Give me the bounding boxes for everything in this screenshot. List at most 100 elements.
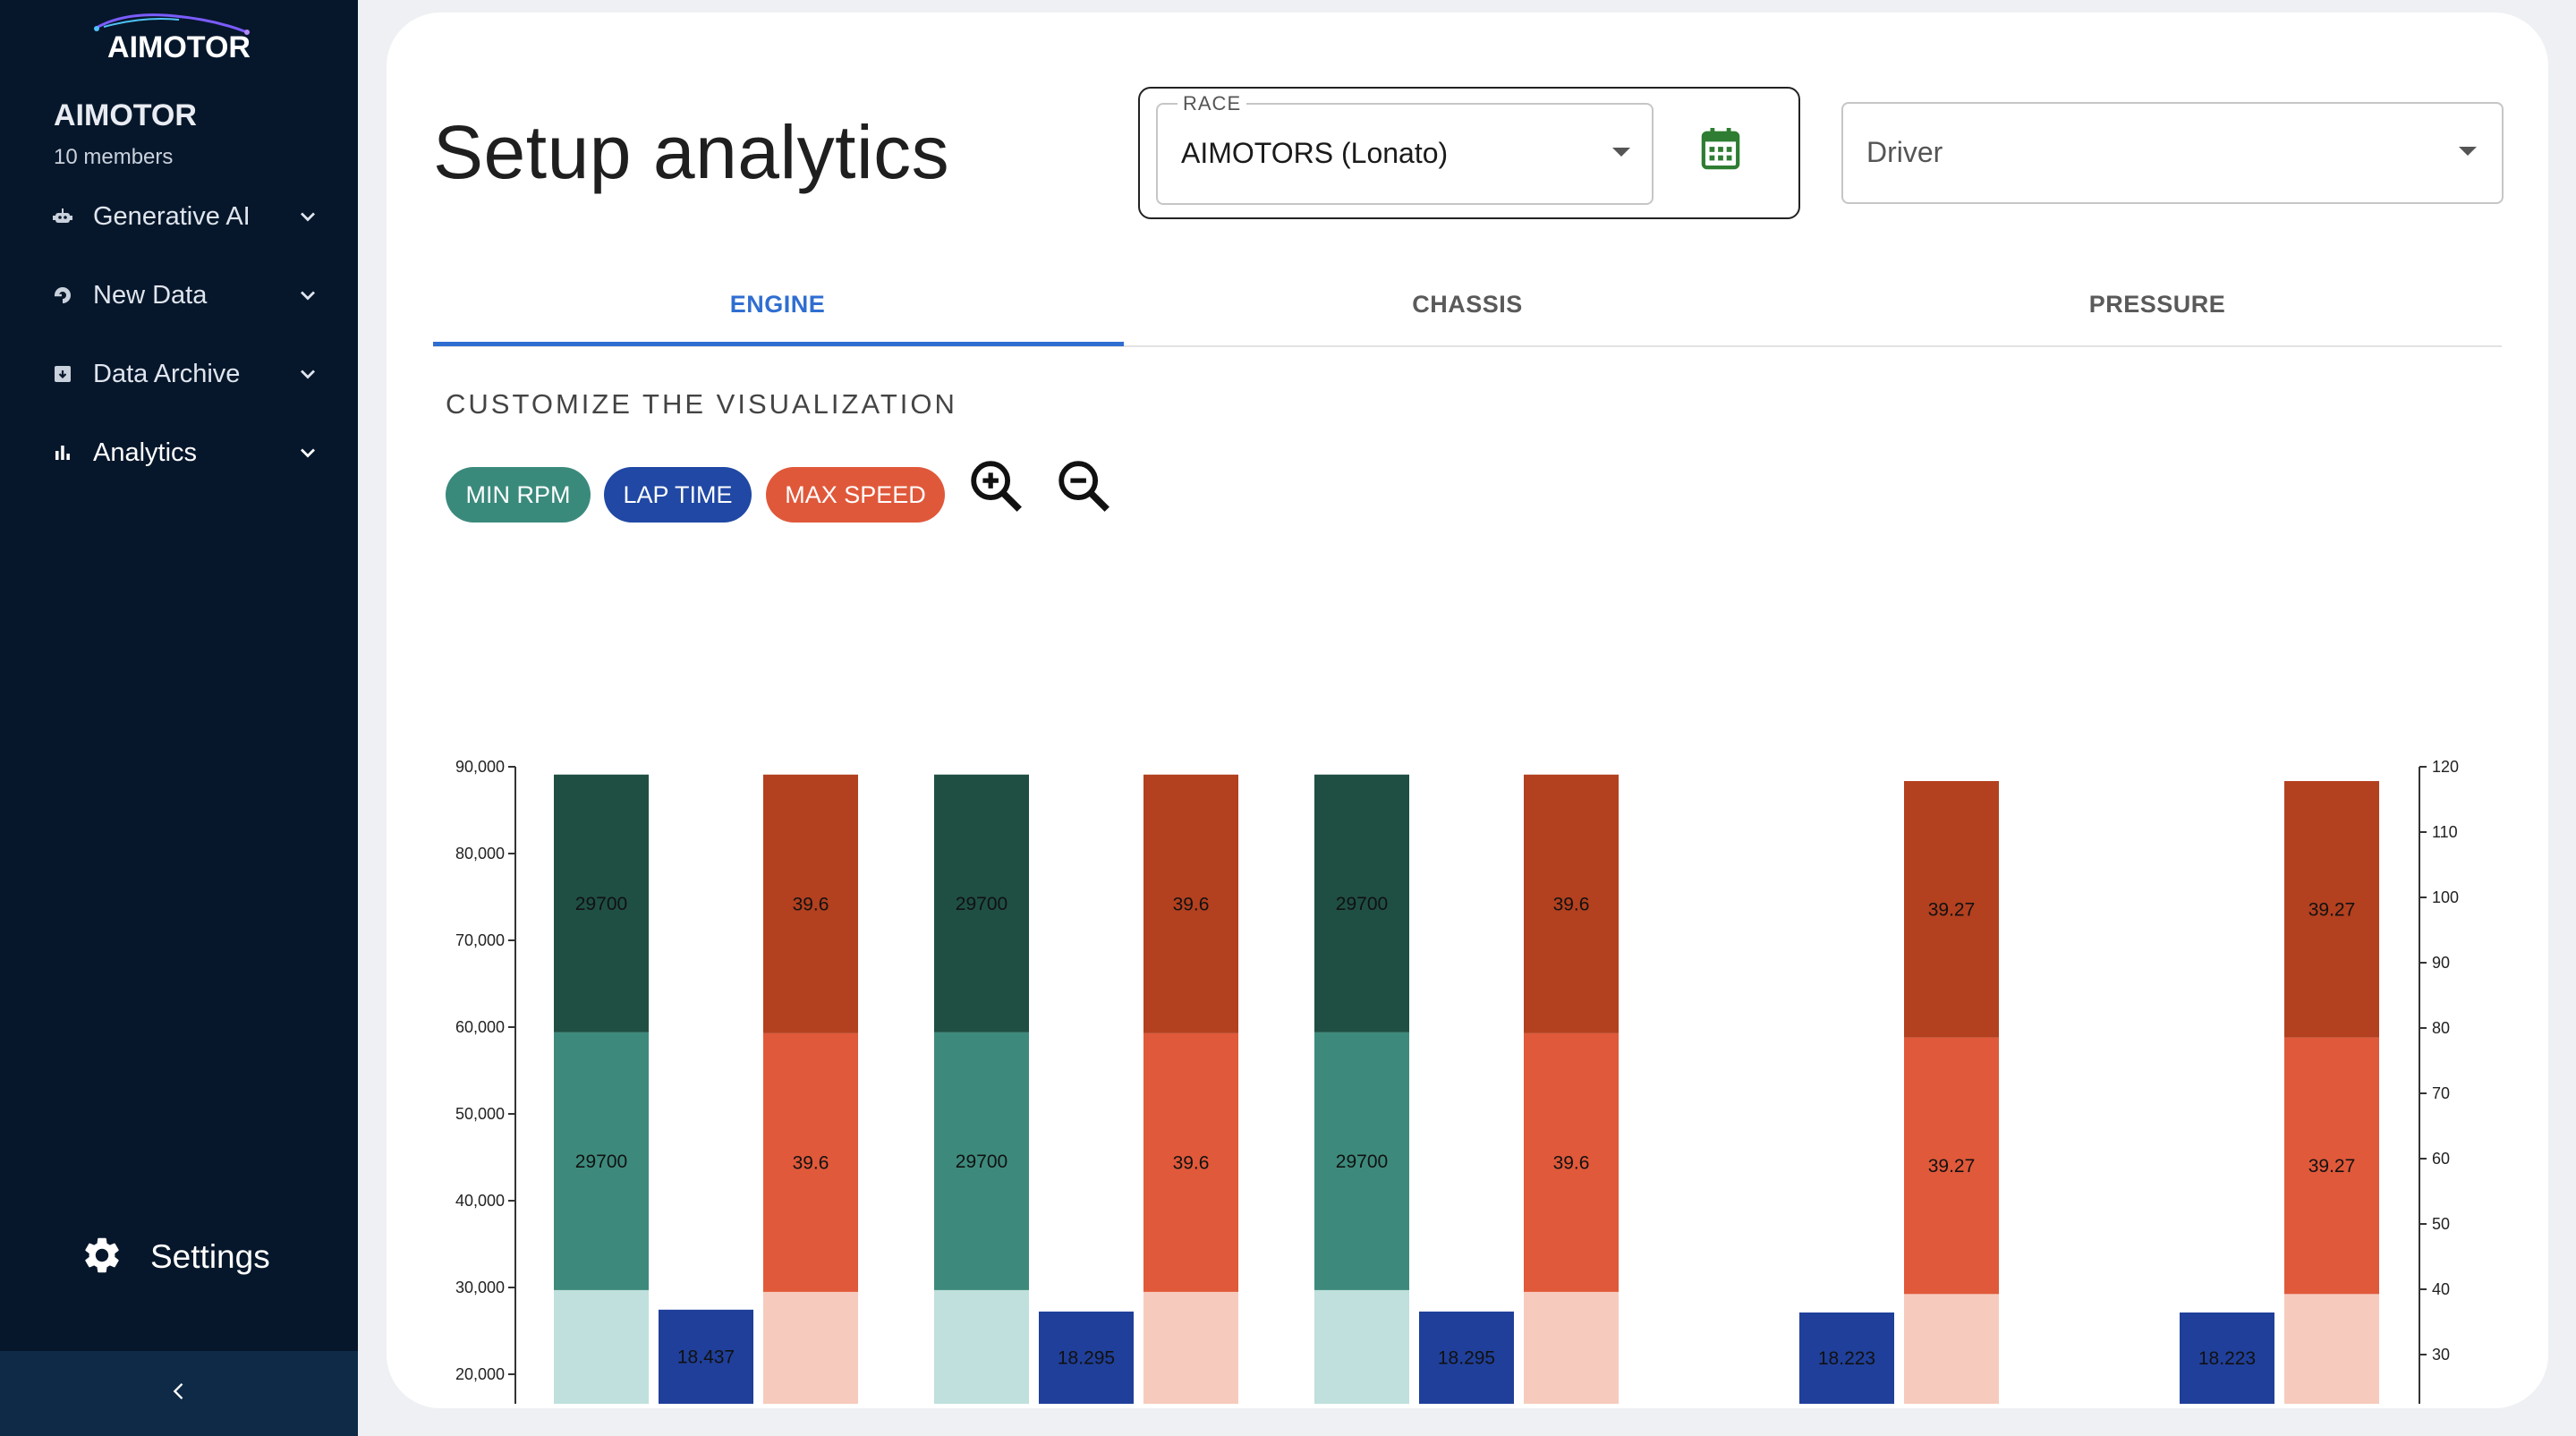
max-speed-data-label: 39.27 bbox=[1928, 899, 1976, 920]
min-rpm-toggle[interactable]: MIN RPM bbox=[446, 467, 591, 523]
max-speed-data-label: 39.6 bbox=[793, 894, 829, 914]
left-axis-tick-label: 20,000 bbox=[455, 1365, 505, 1383]
min-rpm-bar-segment bbox=[554, 774, 649, 1032]
left-axis-tick-label: 60,000 bbox=[455, 1018, 505, 1036]
collapse-sidebar-button[interactable] bbox=[0, 1351, 358, 1436]
race-select-value: AIMOTORS (Lonato) bbox=[1181, 137, 1449, 169]
caret-down-icon bbox=[1612, 148, 1630, 157]
max-speed-data-label: 39.6 bbox=[1173, 894, 1210, 914]
tab-pressure[interactable]: PRESSURE bbox=[2088, 290, 2226, 318]
max-speed-bar-segment bbox=[763, 1032, 858, 1292]
min-rpm-bar-segment bbox=[1314, 774, 1409, 1032]
right-axis-tick-label: 100 bbox=[2432, 888, 2459, 906]
left-axis-tick-label: 30,000 bbox=[455, 1279, 505, 1296]
setup-analytics-chart: 20,000 30,000 40,000 50,000 60,000 70,000 80,0… bbox=[455, 758, 2459, 1408]
min-rpm-bar-segment bbox=[934, 774, 1029, 1032]
tab-engine[interactable]: ENGINE bbox=[729, 290, 826, 318]
zoom-out-button[interactable] bbox=[1052, 455, 1115, 517]
max-speed-data-label: 39.27 bbox=[2308, 1156, 2356, 1177]
caret-down-icon bbox=[2459, 147, 2477, 156]
lap-time-toggle[interactable]: LAP TIME bbox=[604, 467, 752, 523]
max-speed-bar-segment bbox=[1904, 780, 1999, 1038]
data-input-icon bbox=[50, 283, 75, 308]
min-rpm-data-label: 29700 bbox=[1336, 894, 1388, 914]
calendar-button[interactable] bbox=[1700, 126, 1741, 171]
sidebar-item-generative-ai[interactable]: Generative AI bbox=[0, 181, 358, 252]
tab-bar: ENGINE CHASSIS PRESSURE bbox=[433, 263, 2502, 347]
chevron-down-icon bbox=[295, 440, 320, 465]
sidebar: AIMOTOR AIMOTOR 10 members Generative AI… bbox=[0, 0, 358, 1436]
sidebar-item-label: New Data bbox=[93, 280, 208, 310]
min-rpm-data-label: 29700 bbox=[575, 1151, 627, 1172]
zoom-in-icon bbox=[965, 461, 1027, 521]
sidebar-item-new-data[interactable]: New Data bbox=[0, 259, 358, 331]
max-speed-bar-segment bbox=[1143, 1032, 1238, 1292]
lap-time-data-label: 18.223 bbox=[2198, 1407, 2256, 1408]
chevron-down-icon bbox=[295, 283, 320, 308]
chevron-down-icon bbox=[295, 204, 320, 229]
max-speed-bar-segment bbox=[2284, 780, 2379, 1038]
settings-button[interactable]: Settings bbox=[81, 1226, 270, 1288]
bar-chart-icon bbox=[50, 440, 75, 465]
customize-heading: CUSTOMIZE THE VISUALIZATION bbox=[446, 388, 957, 420]
sidebar-item-label: Data Archive bbox=[93, 359, 241, 388]
driver-select-placeholder: Driver bbox=[1866, 136, 1943, 168]
chevron-left-icon bbox=[166, 1379, 191, 1408]
zoom-out-icon bbox=[1052, 461, 1115, 521]
org-name: AIMOTOR bbox=[54, 98, 197, 132]
left-axis-tick-label: 90,000 bbox=[455, 758, 505, 776]
max-speed-bar-segment bbox=[2284, 1294, 2379, 1404]
max-speed-data-label: 39.6 bbox=[1553, 1152, 1590, 1173]
max-speed-bar-segment bbox=[1904, 1294, 1999, 1404]
lap-time-bar-segment bbox=[659, 1309, 753, 1404]
right-axis-tick-label: 90 bbox=[2432, 954, 2450, 972]
right-axis-tick-label: 30 bbox=[2432, 1346, 2450, 1364]
min-rpm-bar-segment bbox=[1314, 1032, 1409, 1290]
lap-time-data-label: 18.295 bbox=[1438, 1407, 1495, 1408]
race-selector-group: RACE AIMOTORS (Lonato) bbox=[1138, 87, 1800, 219]
sidebar-item-label: Analytics bbox=[93, 438, 198, 467]
max-speed-data-label: 39.27 bbox=[1928, 1156, 1976, 1177]
lap-time-bar-segment bbox=[1419, 1311, 1514, 1404]
chevron-down-icon bbox=[295, 361, 320, 387]
max-speed-data-label: 39.6 bbox=[793, 1152, 829, 1173]
lap-time-bar-segment bbox=[1039, 1311, 1134, 1404]
lap-time-bar-segment bbox=[1799, 1312, 1894, 1404]
max-speed-bar-segment bbox=[1524, 1032, 1619, 1292]
robot-icon bbox=[50, 204, 75, 229]
sidebar-item-data-archive[interactable]: Data Archive bbox=[0, 338, 358, 410]
right-axis-tick-label: 40 bbox=[2432, 1280, 2450, 1298]
lap-time-data-label: 18.295 bbox=[1058, 1407, 1115, 1408]
page-title: Setup analytics bbox=[433, 110, 950, 194]
max-speed-bar-segment bbox=[1524, 774, 1619, 1033]
left-axis-tick-label: 70,000 bbox=[455, 931, 505, 949]
left-axis-tick-label: 40,000 bbox=[455, 1192, 505, 1210]
right-axis-tick-label: 110 bbox=[2432, 823, 2458, 841]
max-speed-bar-segment bbox=[763, 1291, 858, 1404]
aimotor-logo[interactable]: AIMOTOR bbox=[89, 7, 268, 64]
left-axis-tick-label: 80,000 bbox=[455, 845, 505, 862]
calendar-icon bbox=[1700, 128, 1741, 174]
max-speed-bar-segment bbox=[1143, 1291, 1238, 1404]
min-rpm-data-label: 29700 bbox=[956, 894, 1007, 914]
max-speed-data-label: 39.27 bbox=[2308, 899, 2356, 920]
lap-time-bar-segment bbox=[2180, 1312, 2274, 1404]
max-speed-toggle[interactable]: MAX SPEED bbox=[766, 467, 945, 523]
race-select-label: RACE bbox=[1177, 92, 1247, 115]
right-axis-tick-label: 80 bbox=[2432, 1019, 2450, 1037]
zoom-in-button[interactable] bbox=[965, 455, 1027, 517]
max-speed-bar-segment bbox=[1143, 774, 1238, 1033]
min-rpm-bar-segment bbox=[934, 1032, 1029, 1290]
min-rpm-data-label: 29700 bbox=[956, 1151, 1007, 1172]
sidebar-item-analytics[interactable]: Analytics bbox=[0, 417, 358, 489]
max-speed-bar-segment bbox=[763, 774, 858, 1033]
race-select[interactable]: RACE AIMOTORS (Lonato) bbox=[1156, 92, 1654, 205]
max-speed-data-label: 39.6 bbox=[1553, 894, 1590, 914]
archive-icon bbox=[50, 361, 75, 387]
min-rpm-bar-segment bbox=[554, 1289, 649, 1404]
main-content-card: Setup analytics RACE AIMOTORS (Lonato) D… bbox=[387, 13, 2548, 1408]
driver-select[interactable]: Driver bbox=[1841, 102, 2504, 204]
tab-chassis[interactable]: CHASSIS bbox=[1412, 290, 1523, 318]
right-axis-tick-label: 70 bbox=[2432, 1084, 2450, 1102]
gear-icon bbox=[81, 1234, 123, 1281]
